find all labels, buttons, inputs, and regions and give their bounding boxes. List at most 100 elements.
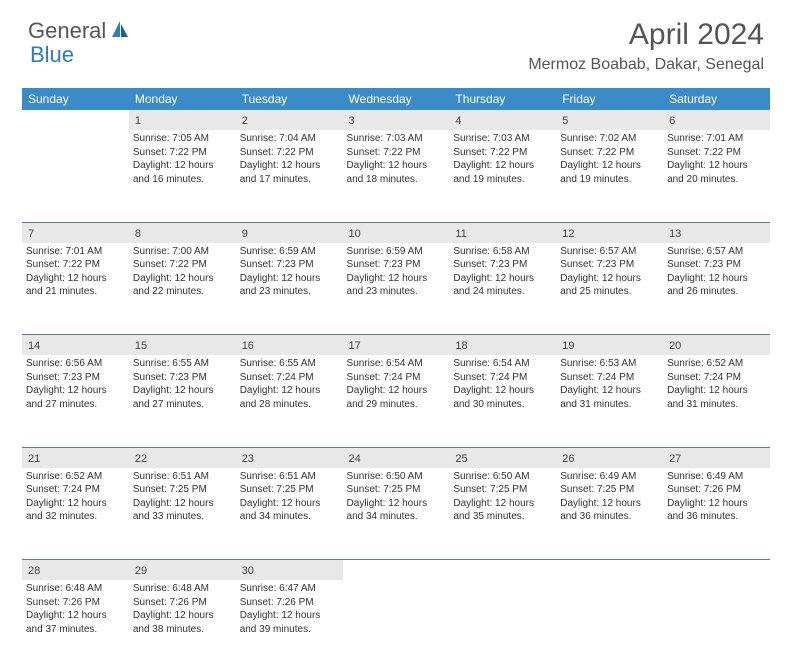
sunset-text: Sunset: 7:23 PM: [240, 258, 339, 272]
day-cell: Sunrise: 7:03 AMSunset: 7:22 PMDaylight:…: [343, 130, 450, 222]
day-number: 6: [669, 115, 675, 127]
calendar-body: 123456Sunrise: 7:05 AMSunset: 7:22 PMDay…: [22, 110, 770, 672]
day-number: 30: [242, 565, 254, 577]
sunset-text: Sunset: 7:24 PM: [347, 371, 446, 385]
day-content: Sunrise: 6:48 AMSunset: 7:26 PMDaylight:…: [133, 582, 232, 636]
sunset-text: Sunset: 7:24 PM: [26, 483, 125, 497]
sunset-text: Sunset: 7:22 PM: [240, 146, 339, 160]
day2-text: and 26 minutes.: [667, 285, 766, 299]
day1-text: Daylight: 12 hours: [347, 159, 446, 173]
sunrise-text: Sunrise: 7:00 AM: [133, 245, 232, 259]
sunrise-text: Sunrise: 7:01 AM: [667, 132, 766, 146]
sunrise-text: Sunrise: 6:51 AM: [133, 470, 232, 484]
weekday-header: Monday: [129, 88, 236, 110]
day2-text: and 39 minutes.: [240, 623, 339, 637]
location-text: Mermoz Boabab, Dakar, Senegal: [528, 56, 764, 74]
sunset-text: Sunset: 7:24 PM: [240, 371, 339, 385]
day-cell: [449, 580, 556, 672]
day2-text: and 22 minutes.: [133, 285, 232, 299]
day-number: 4: [455, 115, 461, 127]
day1-text: Daylight: 12 hours: [347, 384, 446, 398]
day-number: 21: [28, 453, 40, 465]
day-number: 19: [562, 340, 574, 352]
day1-text: Daylight: 12 hours: [453, 384, 552, 398]
sunrise-text: Sunrise: 6:50 AM: [453, 470, 552, 484]
day1-text: Daylight: 12 hours: [560, 272, 659, 286]
day1-text: Daylight: 12 hours: [453, 497, 552, 511]
day2-text: and 35 minutes.: [453, 510, 552, 524]
day-cell: Sunrise: 6:52 AMSunset: 7:24 PMDaylight:…: [663, 355, 770, 447]
sunset-text: Sunset: 7:23 PM: [26, 371, 125, 385]
daynum-row: 78910111213: [22, 222, 770, 243]
day-content: Sunrise: 6:51 AMSunset: 7:25 PMDaylight:…: [133, 470, 232, 524]
day-number: 9: [242, 228, 248, 240]
week-row: Sunrise: 7:05 AMSunset: 7:22 PMDaylight:…: [22, 130, 770, 222]
day-number: 2: [242, 115, 248, 127]
daynum-cell: 23: [236, 447, 343, 468]
calendar-header-row: Sunday Monday Tuesday Wednesday Thursday…: [22, 88, 770, 110]
logo-sail-icon: [110, 19, 130, 44]
day1-text: Daylight: 12 hours: [560, 384, 659, 398]
day2-text: and 23 minutes.: [347, 285, 446, 299]
day-cell: Sunrise: 6:48 AMSunset: 7:26 PMDaylight:…: [22, 580, 129, 672]
daynum-cell: 18: [449, 335, 556, 356]
daynum-cell: 15: [129, 335, 236, 356]
day-number: 1: [135, 115, 141, 127]
day-cell: Sunrise: 6:59 AMSunset: 7:23 PMDaylight:…: [343, 243, 450, 335]
sunrise-text: Sunrise: 6:47 AM: [240, 582, 339, 596]
sunset-text: Sunset: 7:26 PM: [667, 483, 766, 497]
daynum-cell: 20: [663, 335, 770, 356]
daynum-cell: 3: [343, 110, 450, 130]
sunrise-text: Sunrise: 6:55 AM: [240, 357, 339, 371]
day-number: 8: [135, 228, 141, 240]
sunrise-text: Sunrise: 6:49 AM: [560, 470, 659, 484]
day1-text: Daylight: 12 hours: [26, 497, 125, 511]
day2-text: and 20 minutes.: [667, 173, 766, 187]
day-number: 16: [242, 340, 254, 352]
daynum-row: 21222324252627: [22, 447, 770, 468]
sunrise-text: Sunrise: 6:56 AM: [26, 357, 125, 371]
day-cell: Sunrise: 7:01 AMSunset: 7:22 PMDaylight:…: [663, 130, 770, 222]
day-cell: Sunrise: 7:04 AMSunset: 7:22 PMDaylight:…: [236, 130, 343, 222]
sunset-text: Sunset: 7:22 PM: [453, 146, 552, 160]
sunrise-text: Sunrise: 6:57 AM: [560, 245, 659, 259]
day-content: Sunrise: 6:53 AMSunset: 7:24 PMDaylight:…: [560, 357, 659, 411]
day-cell: [343, 580, 450, 672]
day2-text: and 28 minutes.: [240, 398, 339, 412]
day2-text: and 19 minutes.: [560, 173, 659, 187]
sunrise-text: Sunrise: 6:48 AM: [133, 582, 232, 596]
day-cell: Sunrise: 6:48 AMSunset: 7:26 PMDaylight:…: [129, 580, 236, 672]
day1-text: Daylight: 12 hours: [240, 272, 339, 286]
day-cell: Sunrise: 6:52 AMSunset: 7:24 PMDaylight:…: [22, 468, 129, 560]
daynum-cell: 29: [129, 560, 236, 581]
day-content: Sunrise: 7:01 AMSunset: 7:22 PMDaylight:…: [667, 132, 766, 186]
day-cell: Sunrise: 6:54 AMSunset: 7:24 PMDaylight:…: [449, 355, 556, 447]
day2-text: and 24 minutes.: [453, 285, 552, 299]
sunset-text: Sunset: 7:25 PM: [240, 483, 339, 497]
daynum-cell: 28: [22, 560, 129, 581]
day1-text: Daylight: 12 hours: [240, 497, 339, 511]
sunset-text: Sunset: 7:24 PM: [453, 371, 552, 385]
daynum-cell: 22: [129, 447, 236, 468]
day-content: Sunrise: 6:52 AMSunset: 7:24 PMDaylight:…: [26, 470, 125, 524]
daynum-cell: [343, 560, 450, 581]
day-content: Sunrise: 6:47 AMSunset: 7:26 PMDaylight:…: [240, 582, 339, 636]
day-cell: Sunrise: 7:01 AMSunset: 7:22 PMDaylight:…: [22, 243, 129, 335]
day-cell: Sunrise: 6:49 AMSunset: 7:26 PMDaylight:…: [663, 468, 770, 560]
day-content: Sunrise: 6:55 AMSunset: 7:24 PMDaylight:…: [240, 357, 339, 411]
weekday-header: Sunday: [22, 88, 129, 110]
day-content: Sunrise: 6:54 AMSunset: 7:24 PMDaylight:…: [453, 357, 552, 411]
daynum-cell: 13: [663, 222, 770, 243]
sunrise-text: Sunrise: 6:54 AM: [347, 357, 446, 371]
day-cell: Sunrise: 7:03 AMSunset: 7:22 PMDaylight:…: [449, 130, 556, 222]
day-number: 3: [349, 115, 355, 127]
daynum-cell: 16: [236, 335, 343, 356]
day1-text: Daylight: 12 hours: [133, 159, 232, 173]
day-cell: Sunrise: 6:51 AMSunset: 7:25 PMDaylight:…: [236, 468, 343, 560]
sunset-text: Sunset: 7:26 PM: [26, 596, 125, 610]
day2-text: and 36 minutes.: [560, 510, 659, 524]
day-cell: Sunrise: 7:05 AMSunset: 7:22 PMDaylight:…: [129, 130, 236, 222]
day1-text: Daylight: 12 hours: [667, 384, 766, 398]
daynum-cell: 6: [663, 110, 770, 130]
day-cell: Sunrise: 6:49 AMSunset: 7:25 PMDaylight:…: [556, 468, 663, 560]
